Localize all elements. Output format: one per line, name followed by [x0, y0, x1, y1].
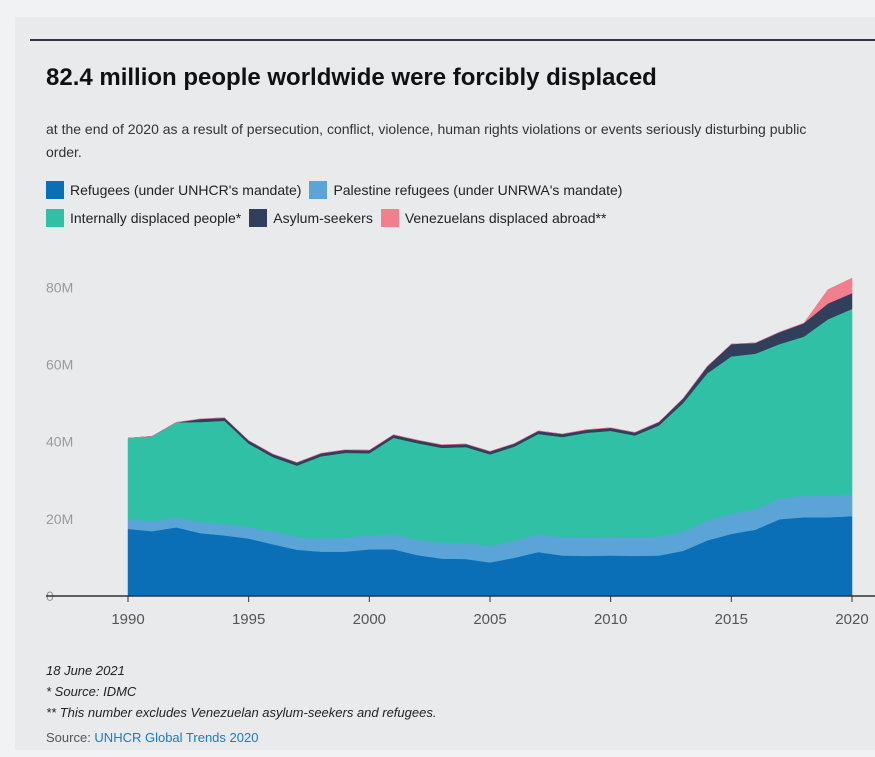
legend: Refugees (under UNHCR's mandate) Palesti…: [46, 176, 846, 232]
legend-label-venezuelans: Venezuelans displaced abroad**: [404, 210, 607, 226]
legend-item-refugees: Refugees (under UNHCR's mandate): [46, 181, 301, 199]
source-prefix: Source:: [46, 730, 95, 745]
legend-swatch-asylum-seekers: [249, 209, 268, 227]
y-tick-label: 40M: [46, 434, 73, 450]
x-tick-label: 1995: [232, 611, 265, 628]
legend-swatch-idps: [46, 209, 64, 227]
source-line: Source: UNHCR Global Trends 2020: [46, 730, 258, 745]
legend-swatch-refugees: [46, 181, 64, 199]
x-axis-ticks: 1990 1995 2000 2005 2010 2015 2020: [111, 596, 869, 628]
x-tick-label: 2000: [353, 611, 386, 628]
legend-row-2: Internally displaced people* Asylum-seek…: [46, 204, 846, 232]
area-series-4: [127, 277, 853, 463]
note-date: 18 June 2021: [46, 663, 125, 678]
note-source-idmc: * Source: IDMC: [46, 684, 137, 699]
legend-item-idps: Internally displaced people*: [46, 209, 241, 227]
legend-swatch-palestine-refugees: [309, 181, 328, 199]
x-tick-label: 2015: [715, 611, 748, 628]
legend-label-refugees: Refugees (under UNHCR's mandate): [70, 182, 302, 198]
y-tick-label: 60M: [46, 356, 73, 372]
legend-label-idps: Internally displaced people*: [70, 210, 242, 226]
chart-subtitle: at the end of 2020 as a result of persec…: [46, 121, 807, 160]
chart-notes: 18 June 2021 * Source: IDMC ** This numb…: [46, 660, 436, 723]
legend-item-venezuelans: Venezuelans displaced abroad**: [380, 209, 607, 227]
x-tick-label: 2010: [594, 611, 627, 628]
legend-item-palestine-refugees: Palestine refugees (under UNRWA's mandat…: [309, 181, 622, 199]
top-rule: [30, 39, 875, 41]
legend-item-asylum-seekers: Asylum-seekers: [249, 209, 373, 227]
chart-areas: [127, 277, 853, 597]
legend-label-asylum-seekers: Asylum-seekers: [273, 210, 373, 226]
y-tick-label: 80M: [46, 279, 73, 295]
legend-row-1: Refugees (under UNHCR's mandate) Palesti…: [46, 176, 846, 204]
source-link[interactable]: UNHCR Global Trends 2020: [94, 730, 259, 745]
x-tick-label: 1990: [111, 611, 144, 628]
legend-label-palestine-refugees: Palestine refugees (under UNRWA's mandat…: [333, 182, 623, 198]
x-tick-label: 2020: [835, 611, 868, 628]
chart-title: 82.4 million people worldwide were forci…: [46, 64, 657, 91]
note-exclusion: ** This number excludes Venezuelan asylu…: [46, 705, 437, 720]
legend-swatch-venezuelans: [380, 209, 399, 227]
x-tick-label: 2005: [473, 611, 506, 628]
y-tick-label: 20M: [46, 511, 73, 527]
